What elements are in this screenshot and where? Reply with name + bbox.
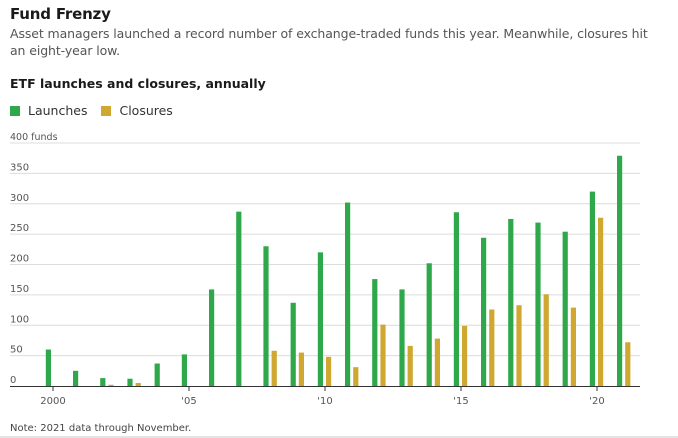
launches-bar-2000: [45, 349, 51, 386]
closures-bar-2018: [543, 294, 549, 386]
launches-bar-2006: [209, 289, 215, 386]
launches-bar-2001: [73, 370, 79, 386]
launches-bar-2011: [345, 202, 351, 386]
legend-item-launches: Launches: [10, 103, 87, 118]
launches-bar-2003: [127, 378, 133, 386]
launches-bar-2020: [589, 191, 595, 386]
launches-bar-2014: [426, 263, 432, 386]
launches-bar-2015: [453, 212, 459, 386]
launches-bar-2007: [236, 211, 242, 386]
x-tick-label: '20: [589, 396, 604, 407]
launches-bar-2008: [263, 246, 269, 386]
closures-bar-2011: [353, 367, 359, 386]
x-tick-label: '05: [181, 396, 196, 407]
closures-bar-2016: [489, 309, 495, 386]
closures-bar-2014: [434, 338, 440, 386]
y-tick-label: 50: [10, 345, 23, 356]
closures-bar-2010: [326, 356, 332, 386]
bottom-divider: [0, 436, 678, 438]
chart-title: ETF launches and closures, annually: [10, 76, 266, 91]
x-tick-label: '10: [317, 396, 332, 407]
launches-bar-2004: [154, 363, 160, 386]
closures-bar-2008: [271, 350, 277, 386]
y-tick-label: 400 funds: [10, 132, 58, 143]
legend-label-closures: Closures: [119, 103, 173, 118]
y-tick-label: 350: [10, 162, 29, 173]
closures-bar-2017: [516, 305, 522, 386]
y-tick-label: 0: [10, 375, 16, 386]
y-tick-label: 100: [10, 314, 29, 325]
chart-headline: Fund Frenzy: [10, 5, 111, 23]
x-tick-label: 2000: [40, 396, 65, 407]
closures-bar-2015: [462, 325, 468, 386]
legend-swatch-launches: [10, 105, 20, 116]
closures-bar-2003: [135, 382, 141, 386]
y-tick-label: 300: [10, 193, 29, 204]
launches-bar-2009: [290, 302, 296, 386]
y-tick-label: 200: [10, 254, 29, 265]
launches-bar-2005: [181, 354, 187, 386]
launches-bar-2017: [508, 218, 514, 386]
launches-bar-2002: [100, 378, 106, 386]
launches-bar-2018: [535, 222, 541, 386]
x-tick-label: '15: [453, 396, 468, 407]
legend-swatch-closures: [101, 105, 112, 116]
closures-bar-2002: [108, 384, 114, 386]
y-tick-label: 150: [10, 284, 29, 295]
closures-bar-2012: [380, 324, 386, 386]
closures-bar-2021: [625, 342, 631, 386]
chart-footnote: Note: 2021 data through November.: [10, 423, 192, 434]
closures-bar-2020: [598, 217, 604, 386]
launches-bar-2021: [617, 155, 623, 386]
closures-bar-2013: [407, 345, 413, 386]
launches-bar-2019: [562, 231, 568, 386]
launches-bar-2010: [317, 252, 323, 386]
launches-bar-2012: [372, 279, 378, 386]
launches-bar-2016: [481, 237, 487, 386]
closures-bar-2019: [570, 307, 576, 386]
launches-bar-2013: [399, 289, 405, 386]
chart-legend: Launches Closures: [10, 103, 187, 118]
legend-label-launches: Launches: [28, 103, 88, 118]
y-tick-label: 250: [10, 223, 29, 234]
chart-subheadline: Asset managers launched a record number …: [10, 26, 648, 58]
legend-item-closures: Closures: [101, 103, 173, 118]
closures-bar-2009: [298, 352, 304, 386]
